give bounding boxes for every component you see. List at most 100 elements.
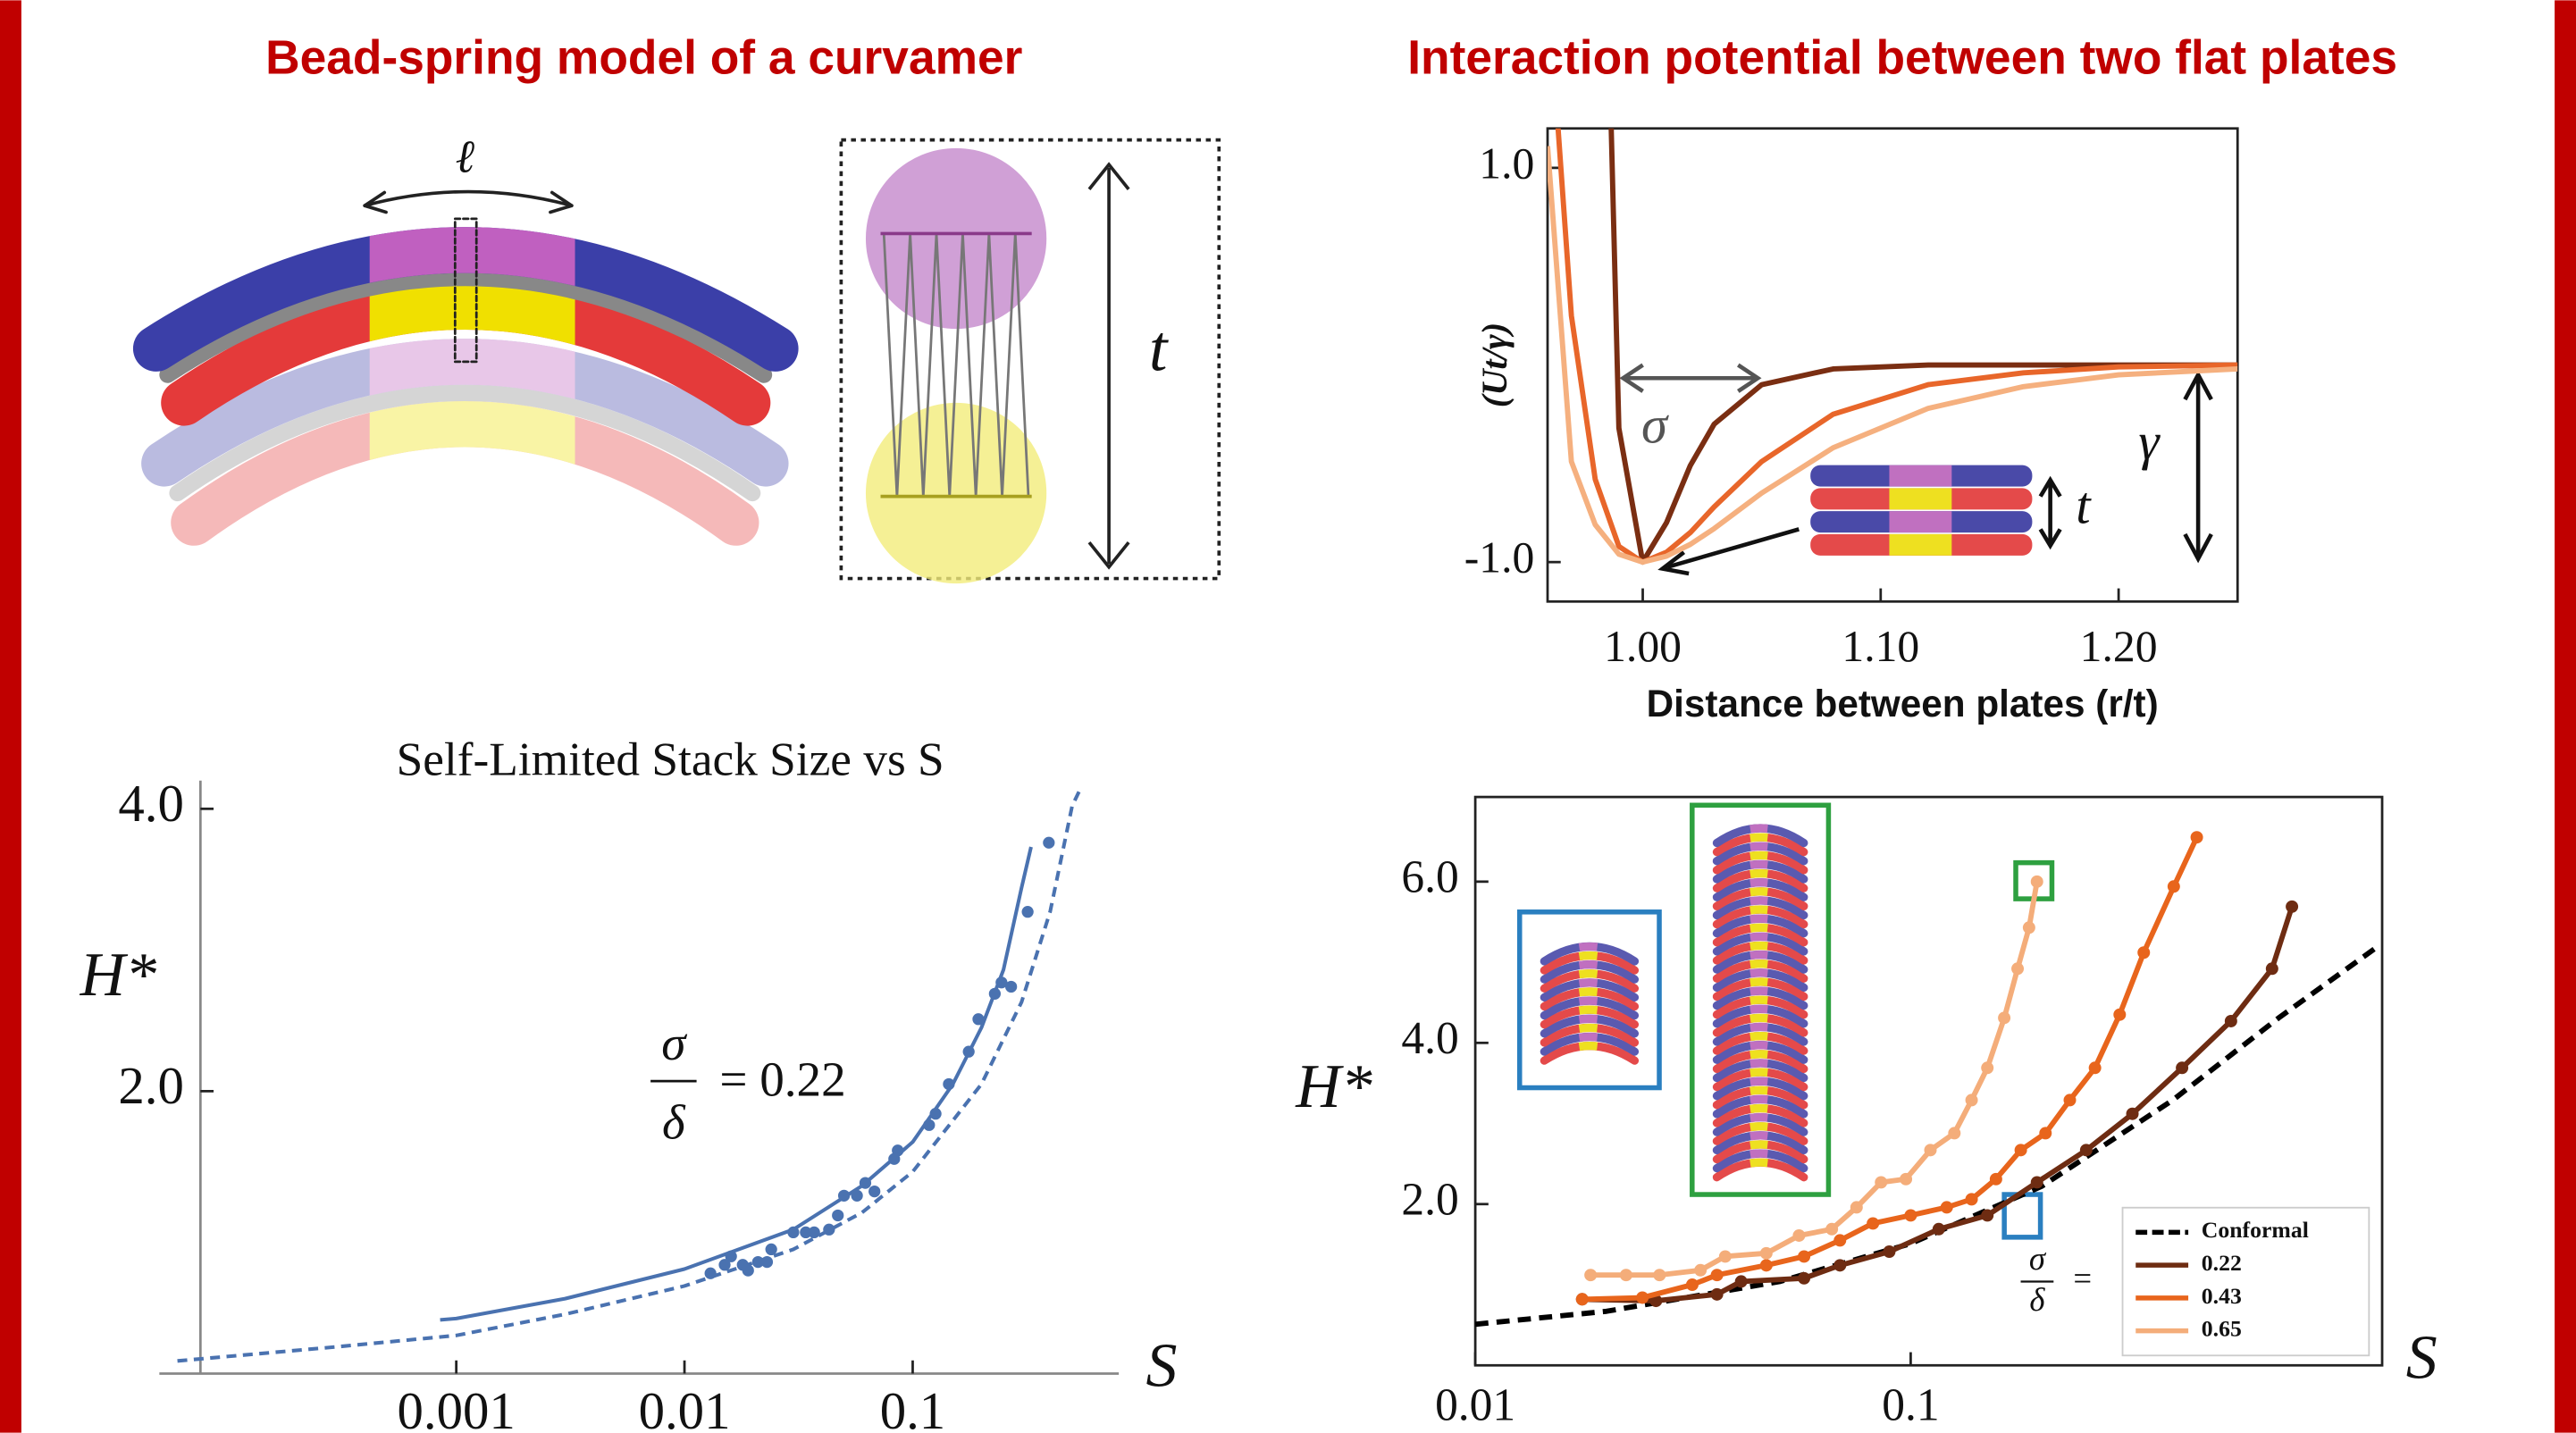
inset-arc-core (1541, 1023, 1637, 1046)
y-tick-label: 4.0 (118, 775, 184, 833)
series-marker (1694, 1263, 1708, 1277)
series-marker (1759, 1246, 1773, 1260)
series-marker (2176, 1061, 2189, 1075)
data-point (972, 1013, 985, 1026)
inset-arc-core (1541, 1042, 1637, 1065)
inset-arc-core (1714, 851, 1807, 874)
series-marker (1904, 1209, 1917, 1222)
panel-title: Bead-spring model of a curvamer (265, 31, 1022, 84)
series-marker (1653, 1269, 1666, 1282)
series-marker (2113, 1008, 2127, 1021)
data-point (868, 1185, 881, 1198)
series-marker (1965, 1193, 1978, 1206)
series-marker (2030, 875, 2043, 888)
inset-arc-core (1714, 995, 1807, 1018)
y-tick-label: 1.0 (1479, 138, 1534, 188)
series-marker (2079, 1144, 2093, 1157)
inset-arc-core (1714, 869, 1807, 892)
inset-arc-core (1714, 1158, 1807, 1181)
legend-label: 0.43 (2202, 1283, 2242, 1309)
plate-stack (1810, 465, 2033, 556)
border-right (2555, 0, 2576, 1433)
series-marker (1798, 1250, 1811, 1263)
inset-arc-core (1541, 1014, 1637, 1037)
inset-arc-core (1714, 905, 1807, 928)
series-marker (1833, 1234, 1847, 1247)
series-marker (2126, 1107, 2139, 1120)
series-marker (1734, 1275, 1748, 1288)
inset-arc-core (1714, 1085, 1807, 1109)
series-marker (1981, 1061, 1994, 1075)
x-axis-label: S (2406, 1323, 2438, 1392)
inset-arc-core (1714, 1149, 1807, 1172)
sigma-label: σ (1641, 397, 1669, 455)
inset-arc-core (1714, 1023, 1807, 1045)
t-label: t (2076, 477, 2092, 535)
curvamer-drawing (132, 189, 799, 546)
series-marker (1685, 1278, 1699, 1292)
inset-arc-core (1541, 978, 1637, 1001)
legend-title-denominator: δ (2029, 1281, 2045, 1318)
series-marker (2224, 1014, 2237, 1027)
series-line (1582, 905, 2295, 1303)
series-marker (1981, 1209, 1994, 1222)
gamma-label: γ (2138, 413, 2161, 471)
series-marker (1710, 1269, 1724, 1282)
series-marker (1649, 1295, 1663, 1308)
plot-frame (1473, 795, 2384, 1367)
series-line (1548, 146, 2238, 566)
series-line (1608, 128, 2238, 566)
x-tick-label: 0.001 (397, 1382, 515, 1433)
y-axis-label: H* (1295, 1052, 1372, 1121)
inset-arc-core (1714, 842, 1807, 865)
x-tick-label: 1.20 (2080, 622, 2158, 671)
inset-arc-core (1541, 987, 1637, 1010)
inset-arc-core (1714, 1068, 1807, 1091)
x-tick-label: 0.01 (639, 1382, 731, 1433)
series-line (177, 785, 1084, 1363)
series-marker (1575, 1293, 1589, 1306)
inset-arc-core (1714, 923, 1807, 946)
inset-arc-core (1541, 951, 1637, 974)
inset-box (1516, 909, 1662, 1091)
chart-title: Interaction potential between two flat p… (1407, 31, 2397, 84)
series-line (1475, 942, 2382, 1328)
series-line (440, 846, 1033, 1322)
inset-arc-core (1714, 1104, 1807, 1127)
inset-arc-core (1541, 996, 1637, 1019)
series-marker (2265, 962, 2278, 976)
inset-arc-core (1714, 932, 1807, 955)
y-tick-label: 4.0 (1401, 1013, 1458, 1064)
legend-label: 0.65 (2202, 1316, 2242, 1342)
inset-arc-core (1714, 1140, 1807, 1163)
x-axis-label: Distance between plates (r/t) (1647, 683, 2159, 725)
series-marker (2190, 831, 2203, 844)
y-tick-label: 6.0 (1401, 852, 1458, 903)
series-marker (2286, 900, 2299, 913)
series-marker (1850, 1201, 1863, 1214)
inset-arc-core (1714, 986, 1807, 1010)
y-axis-label: H* (80, 941, 156, 1010)
x-tick-label: 1.00 (1604, 622, 1682, 671)
x-axis-label: S (1145, 1332, 1177, 1401)
series-marker (1900, 1172, 1913, 1186)
inset-arc-core (1714, 1059, 1807, 1082)
data-point (765, 1243, 777, 1256)
series-marker (2039, 1127, 2052, 1140)
data-point (718, 1259, 731, 1271)
series-marker (2030, 1176, 2043, 1189)
series-marker (1932, 1222, 1945, 1236)
data-point (832, 1209, 844, 1222)
series-marker (2088, 1061, 2102, 1075)
inset-arc-core (1541, 942, 1637, 965)
inset-arc-core (1541, 960, 1637, 984)
series-marker (1718, 1250, 1732, 1263)
inset-arc-core (1714, 977, 1807, 1001)
series-marker (1619, 1269, 1632, 1282)
inset-arc-core (1714, 896, 1807, 919)
x-tick-label: 0.01 (1435, 1380, 1515, 1431)
series-marker (1948, 1127, 1961, 1140)
series-marker (1924, 1144, 1937, 1157)
inset-arc-core (1541, 969, 1637, 993)
